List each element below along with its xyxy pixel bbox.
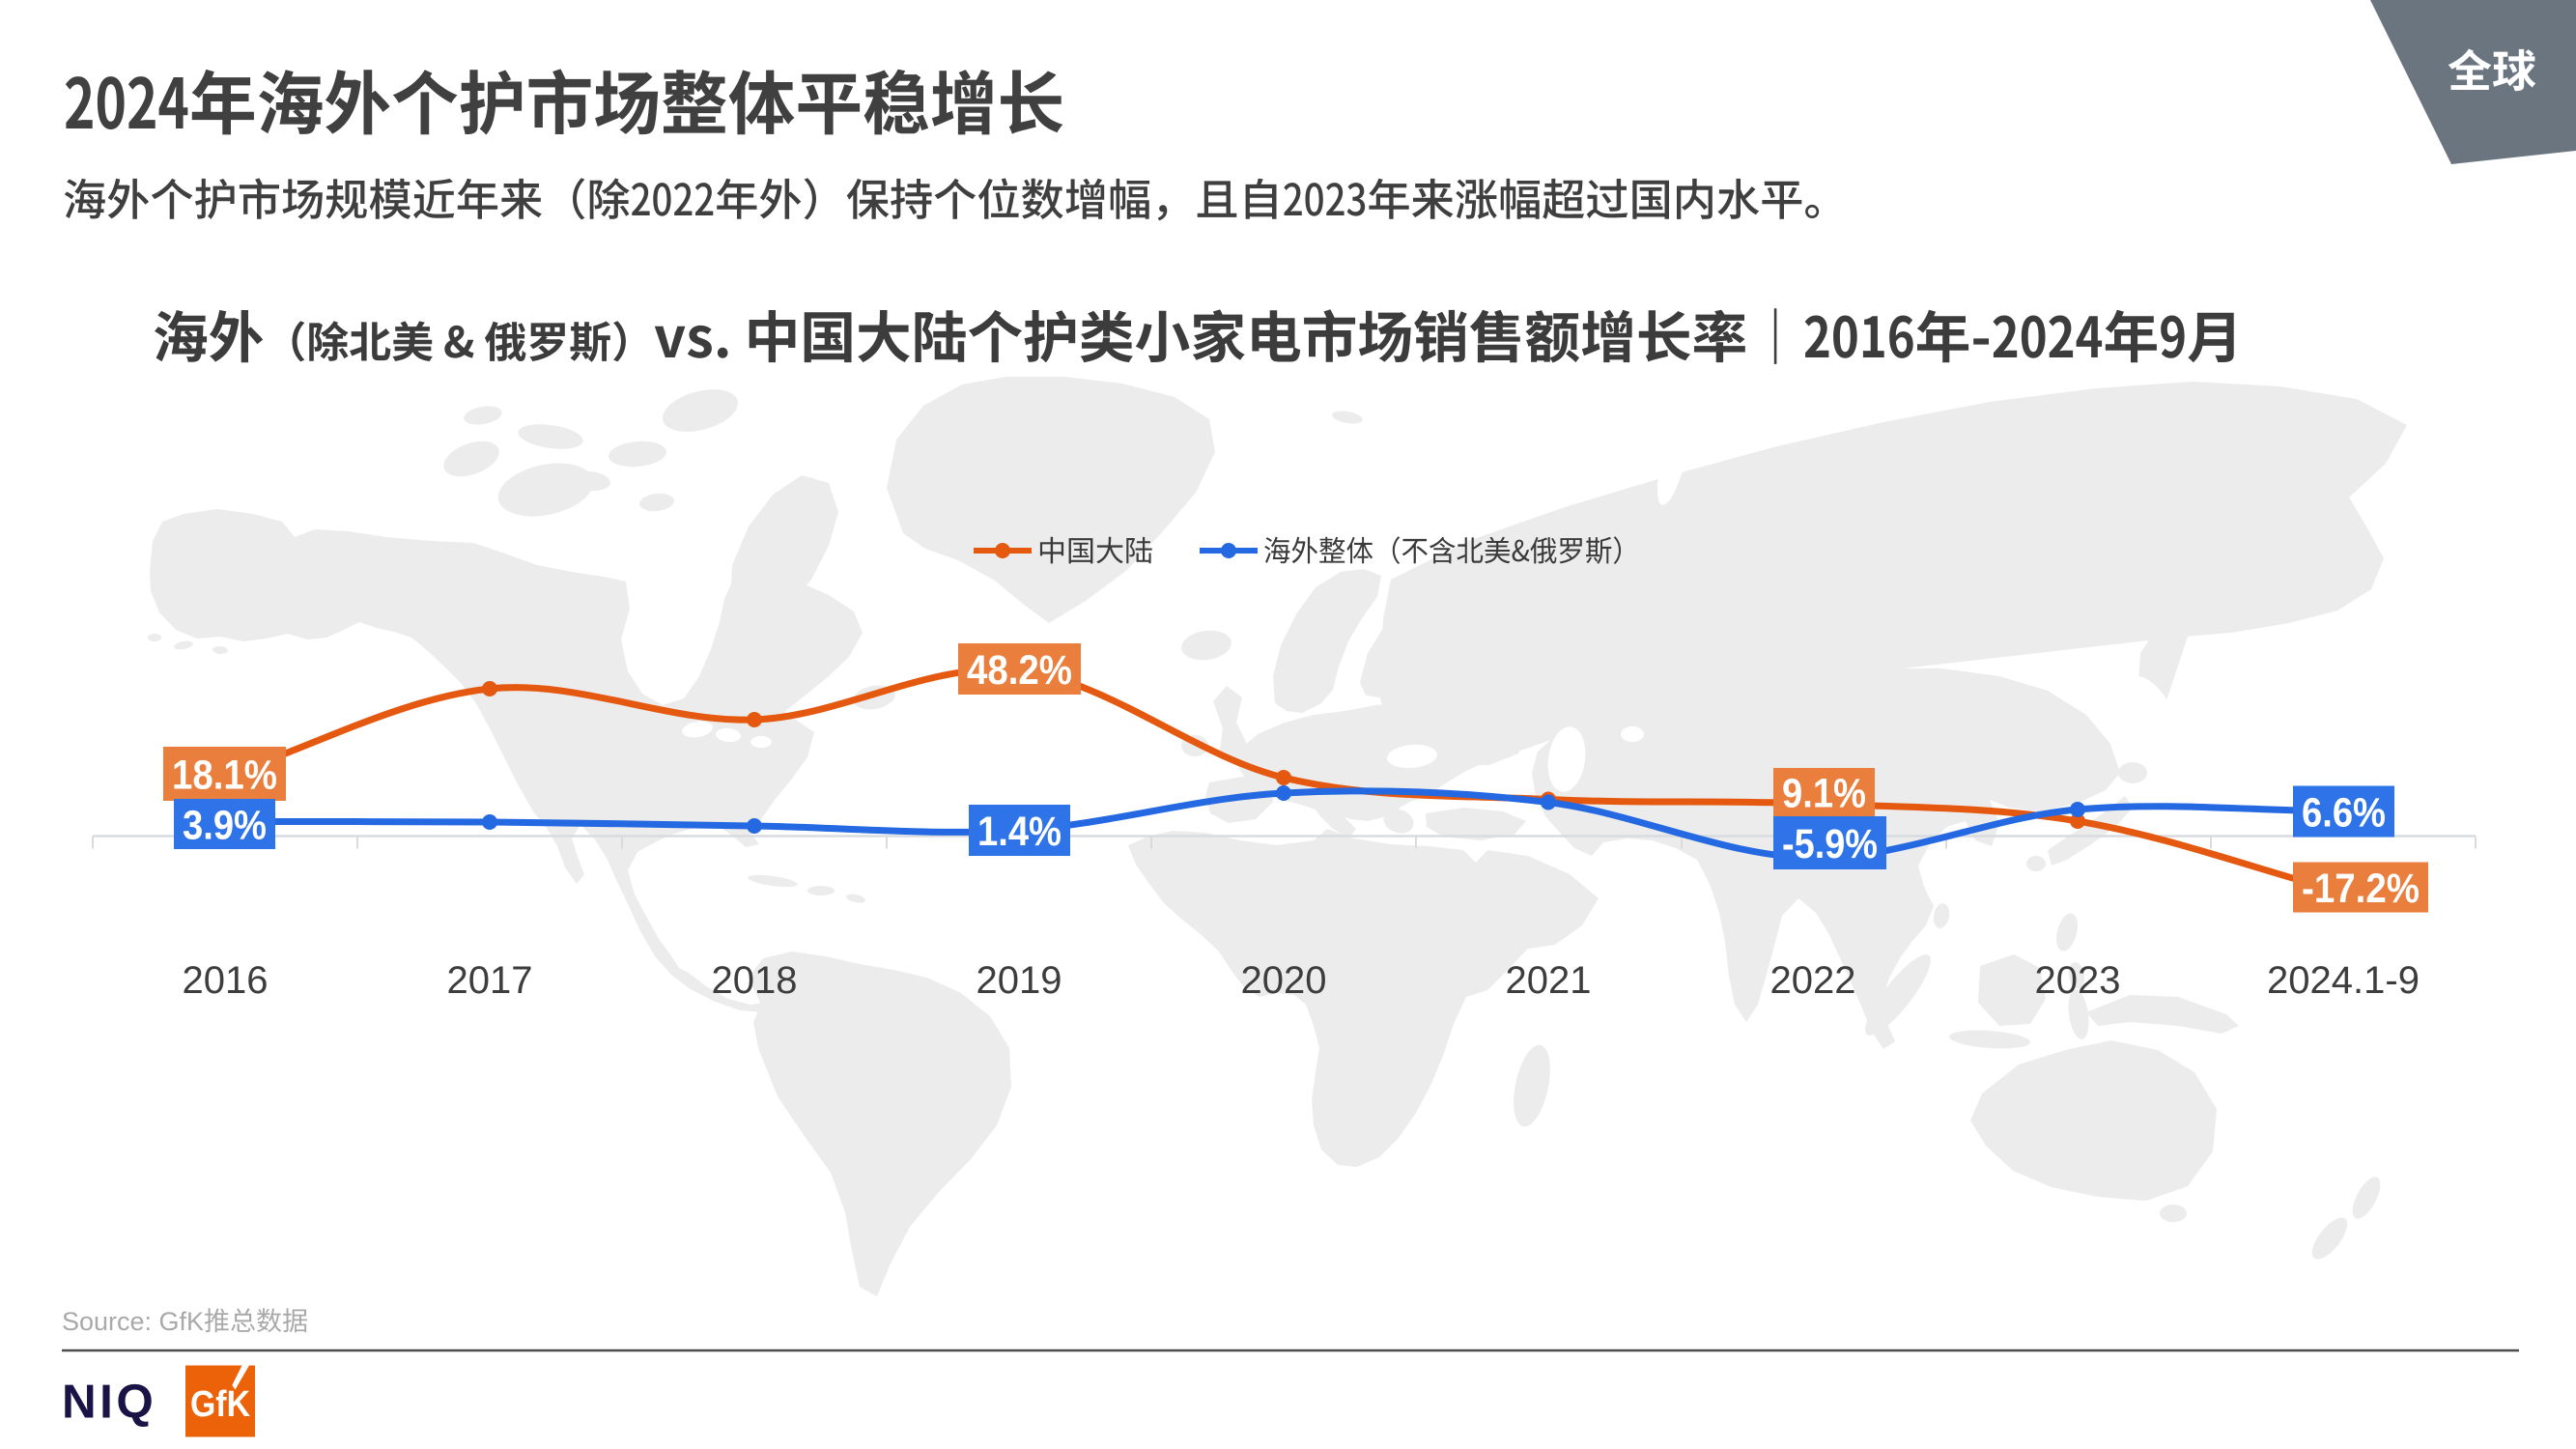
svg-text:2017: 2017 (447, 959, 533, 1002)
svg-text:NIQ: NIQ (62, 1376, 156, 1429)
svg-text:2016: 2016 (183, 959, 269, 1002)
svg-text:2019: 2019 (977, 959, 1062, 1002)
svg-text:18.1%: 18.1% (172, 752, 277, 798)
svg-text:48.2%: 48.2% (967, 647, 1072, 694)
svg-text:2024.1-9: 2024.1-9 (2267, 959, 2420, 1002)
svg-text:2021: 2021 (1506, 959, 1592, 1002)
svg-text:Source: GfK: Source: GfK (62, 1307, 204, 1336)
svg-text:1.4%: 1.4% (977, 809, 1062, 855)
svg-text:2023: 2023 (2035, 959, 2121, 1002)
svg-text:9.1%: 9.1% (1782, 770, 1866, 816)
svg-text:2018: 2018 (712, 959, 798, 1002)
svg-text:-17.2%: -17.2% (2302, 866, 2420, 912)
svg-text:GfK: GfK (190, 1384, 250, 1425)
svg-text:3.9%: 3.9% (183, 802, 267, 848)
svg-text:2020: 2020 (1241, 959, 1327, 1002)
svg-text:6.6%: 6.6% (2302, 789, 2386, 836)
svg-text:2022: 2022 (1770, 959, 1856, 1002)
svg-text:-5.9%: -5.9% (1782, 821, 1878, 867)
